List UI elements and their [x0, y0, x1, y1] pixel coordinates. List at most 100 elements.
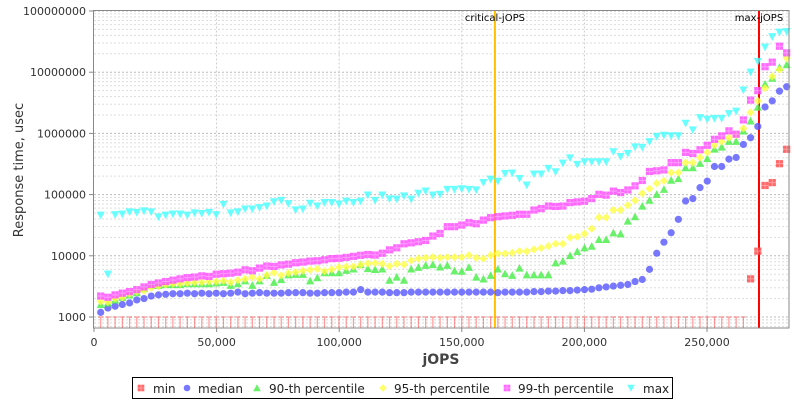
data-point-cross: [277, 261, 285, 269]
data-point: [659, 131, 669, 140]
data-point-cross: [111, 291, 119, 299]
data-point-fill: [703, 141, 711, 149]
data-point-cross: [515, 210, 524, 218]
data-point-cross: [638, 176, 646, 185]
data-point: [588, 195, 596, 203]
data-point: [450, 185, 459, 194]
data-point: [320, 289, 329, 297]
data-point: [465, 288, 473, 296]
data-point-cross: [689, 149, 697, 158]
data-point: [617, 188, 625, 197]
data-point-cross: [335, 254, 343, 262]
data-point: [746, 116, 755, 125]
data-point-below-range: [473, 316, 479, 328]
data-point: [565, 154, 575, 163]
data-point: [522, 181, 531, 190]
data-point-below-range: [220, 316, 226, 328]
data-point: [609, 205, 618, 215]
data-point: [450, 288, 459, 296]
x-tick-label: 150,000: [439, 336, 485, 349]
data-point-below-range: [683, 316, 689, 328]
data-point: [436, 288, 444, 296]
data-point-cross: [400, 240, 408, 248]
data-point: [97, 308, 105, 316]
data-point: [400, 289, 408, 297]
data-point: [479, 179, 488, 187]
data-point: [205, 290, 213, 298]
data-point: [298, 266, 307, 275]
data-point-cross: [176, 275, 184, 283]
data-point-fill: [559, 202, 567, 210]
data-point: [328, 255, 336, 263]
data-point-fill: [133, 286, 141, 294]
data-point: [428, 253, 437, 262]
data-point-cross: [718, 132, 726, 140]
data-point: [269, 278, 279, 286]
data-point: [522, 247, 531, 256]
data-point: [775, 28, 784, 37]
data-point: [233, 276, 242, 285]
data-point-cross: [768, 179, 776, 187]
data-point-cross: [241, 266, 249, 274]
data-point-cross: [465, 219, 473, 227]
data-point: [760, 43, 770, 52]
data-point-cross: [320, 256, 329, 264]
data-point-fill: [241, 266, 249, 274]
data-point: [494, 213, 502, 221]
data-point-below-range: [257, 316, 263, 328]
data-point-below-range: [625, 316, 631, 328]
data-point-cross: [349, 252, 358, 260]
data-point: [529, 270, 539, 279]
data-point: [356, 260, 365, 270]
max-jops-label: max-jOPS: [735, 13, 783, 24]
data-point: [241, 205, 250, 214]
data-point: [162, 290, 170, 298]
series-max: [96, 28, 791, 279]
data-point-fill: [393, 244, 401, 252]
data-point: [299, 289, 307, 297]
data-point: [284, 289, 293, 297]
data-point: [479, 254, 488, 263]
plot-frame: [93, 10, 790, 329]
data-point: [169, 290, 177, 298]
data-point-fill: [761, 181, 769, 190]
data-point-cross: [559, 202, 567, 210]
data-point: [111, 302, 119, 310]
data-point-fill: [371, 251, 379, 259]
data-point: [407, 195, 416, 204]
data-point-below-range: [423, 316, 429, 328]
data-point: [558, 256, 567, 265]
data-point: [565, 251, 575, 260]
data-point-cross: [436, 229, 444, 238]
data-point: [421, 261, 430, 269]
data-point-cross: [775, 42, 784, 50]
data-point: [624, 186, 632, 194]
series-95-th-percentile: [96, 53, 791, 307]
data-point: [753, 96, 762, 105]
data-point: [667, 159, 675, 167]
data-point: [292, 259, 300, 267]
data-point: [429, 232, 437, 240]
data-point: [616, 152, 625, 161]
data-point-cross: [631, 182, 639, 190]
data-point-fill: [328, 255, 336, 263]
data-point-fill: [696, 146, 704, 154]
data-point: [255, 289, 264, 297]
data-point-cross: [710, 135, 719, 143]
data-point: [291, 206, 300, 215]
data-point-below-range: [531, 316, 537, 328]
data-point-cross: [746, 275, 755, 283]
data-point: [515, 288, 524, 296]
data-point-cross: [732, 130, 740, 138]
data-point-cross: [674, 159, 682, 167]
data-point: [602, 283, 610, 291]
data-point-fill: [111, 291, 119, 299]
data-point-below-range: [112, 316, 118, 328]
data-point: [241, 290, 249, 298]
data-point: [241, 266, 249, 274]
data-point: [147, 292, 155, 300]
data-point-fill: [378, 249, 386, 257]
data-point-below-range: [704, 316, 710, 328]
data-point-below-range: [242, 316, 248, 328]
data-point: [263, 289, 271, 297]
